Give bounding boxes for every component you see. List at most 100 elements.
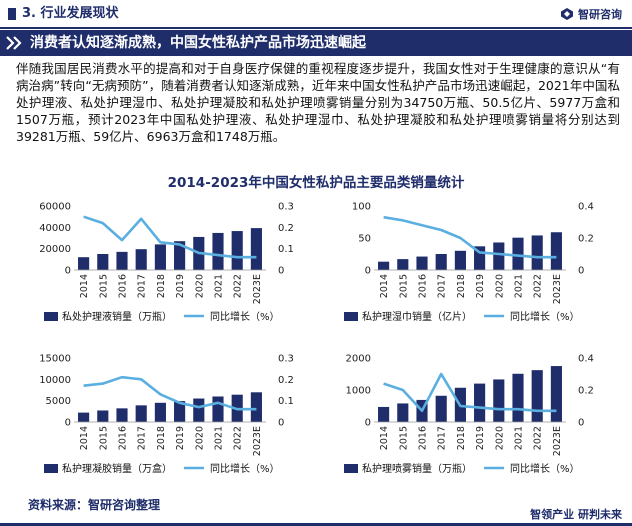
category-label: 2020	[194, 274, 205, 298]
category-label: 2022	[233, 426, 244, 450]
bar	[474, 383, 486, 422]
legend-line-label: 同比增长（%）	[210, 462, 280, 475]
legend-bar-swatch	[344, 312, 358, 321]
left-axis-tick: 10000	[39, 375, 71, 386]
double-chevron-icon	[6, 36, 22, 50]
chart-3: 0 5000 10000 15000 0 0.1 0.2 0.3 2014 2015 2016 201…	[39, 354, 294, 476]
legend-bar-swatch	[44, 464, 58, 473]
right-axis-tick: 0.4	[578, 202, 594, 213]
category-label: 2015	[398, 426, 409, 450]
right-axis-tick: 0.2	[578, 234, 594, 245]
right-axis-tick: 0.3	[278, 202, 294, 213]
growth-line	[383, 372, 557, 413]
bar	[512, 373, 524, 422]
left-axis-tick: 15000	[39, 354, 71, 365]
category-label: 2017	[137, 274, 148, 298]
category-label: 2016	[118, 426, 129, 450]
bar	[435, 254, 447, 270]
category-label: 2019	[175, 426, 186, 450]
bar	[531, 370, 543, 422]
bar	[174, 401, 186, 422]
bar	[493, 379, 505, 422]
intro-paragraph: 伴随我国居民消费水平的提高和对于自身医疗保健的重视程度逐步提升，我国女性对于生理…	[16, 61, 620, 144]
category-label: 2022	[233, 274, 244, 298]
growth-line	[83, 375, 257, 411]
bar	[212, 396, 224, 422]
section-title: 3. 行业发展现状	[22, 6, 119, 21]
chart-4: 0 1000 2000 0 0.2 0.4 2014 2015 2016 2017 2018 2019…	[344, 354, 594, 475]
legend-bar-label: 私处护理液销量（万瓶）	[62, 310, 172, 323]
category-label: 2023E	[252, 274, 263, 304]
bar	[193, 398, 205, 422]
category-label: 2016	[418, 274, 429, 298]
category-label: 2023E	[552, 274, 563, 304]
bar	[174, 241, 186, 270]
category-label: 2017	[137, 426, 148, 450]
bar	[135, 249, 147, 270]
bar	[550, 232, 562, 270]
bar	[550, 366, 562, 422]
category-label: 2018	[456, 426, 467, 450]
left-axis-tick: 2000	[346, 354, 371, 365]
right-axis-tick: 0.1	[278, 396, 294, 407]
right-axis-tick: 0	[278, 266, 284, 277]
category-label: 2021	[214, 426, 225, 450]
category-label: 2021	[514, 274, 525, 298]
bar	[378, 261, 390, 270]
legend-line-label: 同比增长（%）	[510, 462, 580, 475]
left-axis-tick: 0	[365, 266, 371, 277]
left-axis-tick: 40000	[39, 223, 71, 234]
legend-bar-label: 私护理喷雾销量（万瓶）	[362, 462, 472, 475]
brand-logo-icon	[561, 8, 573, 20]
bar	[474, 246, 486, 270]
chart-1: 0 20000 40000 60000 0 0.1 0.2 0.3 2014 2015 2016 20…	[39, 202, 294, 324]
bar	[78, 412, 90, 422]
bar	[435, 395, 447, 422]
chart-2: 0 50 100 0 0.2 0.4 2014 2015 2016 2017 2018 2019 202…	[344, 202, 594, 323]
category-label: 2015	[98, 274, 109, 298]
bar	[250, 392, 262, 422]
category-label: 2019	[175, 274, 186, 298]
category-label: 2018	[156, 426, 167, 450]
bar	[78, 257, 90, 270]
right-axis-tick: 0.1	[278, 244, 294, 255]
bar	[512, 237, 524, 270]
category-label: 2023E	[252, 426, 263, 456]
category-label: 2014	[79, 274, 90, 298]
left-axis-tick: 20000	[39, 244, 71, 255]
bar	[250, 228, 262, 270]
bar	[212, 232, 224, 270]
left-axis-tick: 5000	[46, 396, 71, 407]
legend-line-label: 同比增长（%）	[510, 310, 580, 323]
left-axis-tick: 50	[358, 234, 371, 245]
section-marker	[8, 8, 16, 20]
bar	[397, 259, 409, 270]
bar	[154, 402, 166, 422]
left-axis-tick: 60000	[39, 202, 71, 213]
right-axis-tick: 0	[578, 418, 584, 429]
brand-logo: 智研咨询	[560, 5, 622, 23]
bar	[154, 244, 166, 270]
bottom-divider	[0, 523, 632, 526]
bar	[531, 235, 543, 270]
category-label: 2016	[418, 426, 429, 450]
right-axis-tick: 0.4	[578, 354, 594, 365]
bar	[97, 254, 109, 270]
legend-line-label: 同比增长（%）	[210, 310, 280, 323]
category-label: 2023E	[552, 426, 563, 456]
legend-bar-label: 私护理凝胶销量（万盒）	[62, 462, 172, 475]
right-axis-tick: 0.3	[278, 354, 294, 365]
right-axis-tick: 0.2	[578, 386, 594, 397]
category-label: 2017	[437, 426, 448, 450]
bar	[416, 256, 428, 270]
growth-line	[83, 215, 257, 259]
bar	[135, 405, 147, 422]
right-axis-tick: 0.2	[278, 375, 294, 386]
category-label: 2017	[437, 274, 448, 298]
right-axis-tick: 0	[578, 266, 584, 277]
left-axis-tick: 0	[65, 418, 71, 429]
bar	[97, 410, 109, 422]
bar	[116, 251, 128, 270]
legend-bar-swatch	[44, 312, 58, 321]
